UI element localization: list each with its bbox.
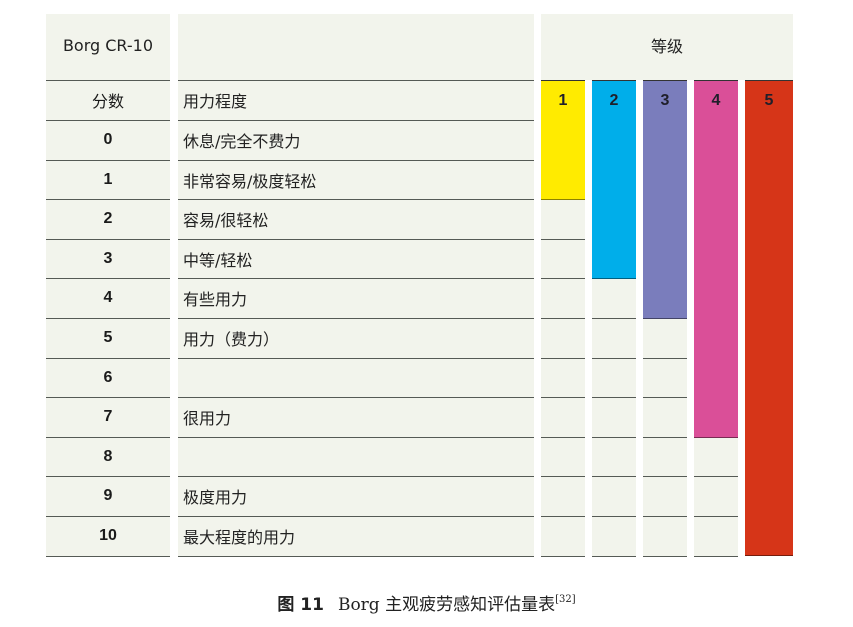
row-divider	[46, 516, 170, 517]
scale-name-header-bg	[46, 14, 170, 80]
grade-bar-4: 4	[694, 80, 738, 438]
score-column-header: 分数	[91, 92, 124, 111]
row-divider	[46, 199, 170, 200]
row-divider	[541, 358, 585, 359]
row-divider	[46, 160, 170, 161]
row-divider	[178, 160, 534, 161]
grade-bar-3: 3	[643, 80, 687, 319]
row-divider	[178, 120, 534, 121]
description-cell: 极度用力	[183, 488, 248, 507]
effort-column-header: 用力程度	[183, 92, 248, 111]
score-cell: 7	[103, 408, 113, 425]
row-divider	[694, 556, 738, 557]
row-divider	[178, 556, 534, 557]
grade-bar-1: 1	[541, 80, 585, 200]
score-cell: 0	[103, 131, 113, 148]
row-divider	[46, 239, 170, 240]
row-divider	[643, 556, 687, 557]
row-divider	[178, 80, 534, 81]
score-cell: 3	[103, 250, 113, 267]
description-cell: 最大程度的用力	[183, 528, 296, 547]
grade-label: 4	[711, 92, 721, 109]
description-cell: 休息/完全不费力	[183, 132, 301, 151]
row-divider	[178, 318, 534, 319]
row-divider	[178, 278, 534, 279]
score-cell: 6	[103, 369, 113, 386]
description-cell: 容易/很轻松	[183, 211, 269, 230]
citation-reference: [32]	[555, 594, 576, 605]
score-cell: 4	[103, 289, 113, 306]
row-divider	[178, 397, 534, 398]
row-divider	[178, 239, 534, 240]
grade-bar-end	[541, 199, 585, 200]
row-divider	[178, 437, 534, 438]
row-divider	[46, 556, 170, 557]
scale-name-header: Borg CR-10	[62, 35, 154, 55]
row-divider	[46, 437, 170, 438]
description-cell: 有些用力	[183, 290, 248, 309]
grade-bar-end	[745, 555, 793, 556]
description-cell: 非常容易/极度轻松	[183, 172, 317, 191]
row-divider	[178, 476, 534, 477]
grade-title-header: 等级	[650, 37, 683, 56]
grade-label: 2	[609, 92, 619, 109]
row-divider	[643, 397, 687, 398]
grade-bar-5: 5	[745, 80, 793, 556]
row-divider	[46, 80, 170, 81]
row-divider	[643, 358, 687, 359]
score-cell: 8	[103, 448, 113, 465]
row-divider	[541, 239, 585, 240]
row-divider	[643, 516, 687, 517]
row-divider	[46, 318, 170, 319]
score-cell: 2	[103, 210, 113, 227]
grade-bar-2: 2	[592, 80, 636, 279]
row-divider	[592, 556, 636, 557]
row-divider	[643, 476, 687, 477]
row-divider	[178, 516, 534, 517]
grade-label: 1	[558, 92, 568, 109]
row-divider	[592, 358, 636, 359]
row-divider	[694, 476, 738, 477]
row-divider	[592, 516, 636, 517]
row-divider	[592, 397, 636, 398]
grade-label: 5	[764, 92, 774, 109]
row-divider	[541, 516, 585, 517]
score-cell: 10	[99, 527, 117, 544]
row-divider	[643, 437, 687, 438]
row-divider	[592, 318, 636, 319]
row-divider	[541, 476, 585, 477]
grade-bar-end	[592, 278, 636, 279]
description-cell: 很用力	[183, 409, 232, 428]
row-divider	[178, 358, 534, 359]
grade-bar-end	[694, 437, 738, 438]
effort-header-bg	[178, 14, 534, 80]
row-divider	[541, 318, 585, 319]
row-divider	[541, 437, 585, 438]
row-divider	[46, 278, 170, 279]
row-divider	[592, 476, 636, 477]
figure-number: 图 11	[277, 595, 324, 615]
row-divider	[46, 358, 170, 359]
score-cell: 5	[103, 329, 113, 346]
grade-bar-end	[643, 318, 687, 319]
row-divider	[592, 437, 636, 438]
score-cell: 1	[103, 171, 113, 188]
row-divider	[541, 556, 585, 557]
row-divider	[46, 120, 170, 121]
figure-caption: 图 11 Borg 主观疲劳感知评估量表[32]	[0, 590, 853, 615]
row-divider	[541, 278, 585, 279]
score-cell: 9	[103, 487, 113, 504]
row-divider	[694, 516, 738, 517]
description-cell	[183, 437, 533, 477]
grade-header-bg	[541, 14, 793, 80]
row-divider	[541, 397, 585, 398]
grade-label: 3	[660, 92, 670, 109]
row-divider	[178, 199, 534, 200]
description-cell: 中等/轻松	[183, 251, 253, 270]
row-divider	[46, 476, 170, 477]
description-cell	[183, 358, 533, 398]
description-cell: 用力（费力）	[183, 330, 280, 349]
caption-text: Borg 主观疲劳感知评估量表	[337, 595, 556, 615]
row-divider	[46, 397, 170, 398]
